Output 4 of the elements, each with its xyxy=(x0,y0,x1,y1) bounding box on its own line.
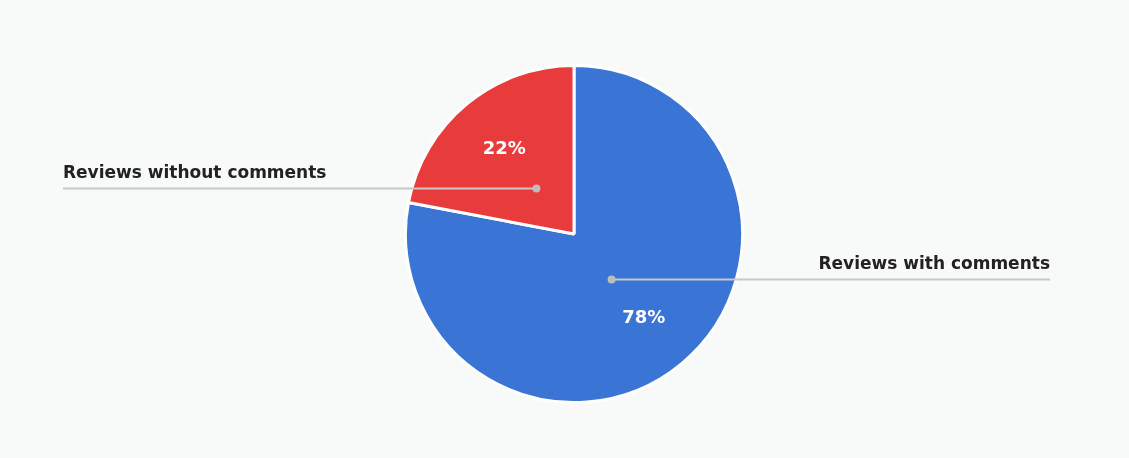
slice-label: Reviews without comments xyxy=(63,162,327,183)
slice-label: Reviews with comments xyxy=(818,253,1050,274)
data-label: 78% xyxy=(622,306,666,328)
data-label: 22% xyxy=(482,137,526,159)
